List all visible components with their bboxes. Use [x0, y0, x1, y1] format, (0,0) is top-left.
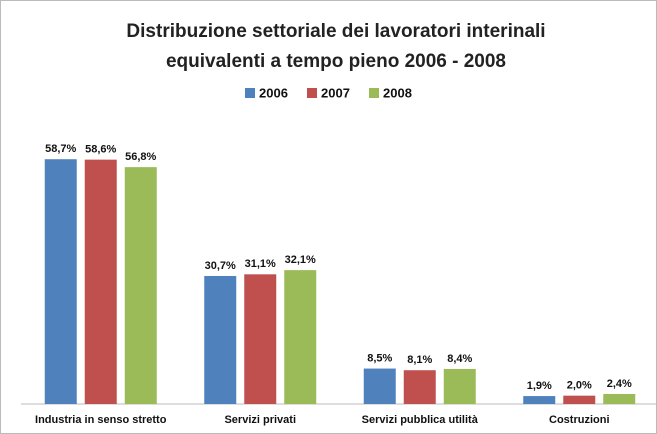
bar	[523, 396, 556, 404]
data-label: 58,6%	[85, 144, 116, 156]
bar	[244, 274, 277, 404]
x-tick-label: Servizi privati	[224, 414, 296, 426]
bar	[603, 393, 636, 404]
data-label: 8,1%	[407, 354, 432, 366]
data-label: 8,5%	[367, 352, 392, 364]
bar	[443, 368, 476, 404]
chart-title: Distribuzione settoriale dei lavoratori …	[126, 21, 546, 72]
x-tick-label: Servizi pubblica utilità	[362, 414, 479, 426]
legend-label: 2007	[321, 85, 350, 100]
data-label: 2,0%	[567, 380, 592, 392]
x-tick-label: Costruzioni	[549, 414, 610, 426]
data-label: 58,7%	[45, 143, 76, 155]
legend-swatch	[245, 88, 255, 98]
bar	[284, 270, 317, 404]
data-label: 31,1%	[245, 258, 276, 270]
legend-swatch	[369, 88, 379, 98]
data-label: 1,9%	[527, 380, 552, 392]
bar	[84, 159, 117, 404]
data-label: 30,7%	[205, 260, 236, 272]
bar	[124, 167, 157, 404]
data-label: 8,4%	[447, 353, 472, 365]
data-label: 32,1%	[285, 254, 316, 266]
bar	[363, 368, 396, 404]
legend-label: 2006	[259, 85, 288, 100]
legend-swatch	[307, 88, 317, 98]
x-tick-label: Industria in senso stretto	[35, 414, 167, 426]
bar	[403, 370, 436, 404]
legend-label: 2008	[383, 85, 412, 100]
data-label: 2,4%	[607, 378, 632, 390]
data-label: 56,8%	[125, 151, 156, 163]
bar	[44, 159, 77, 404]
bar	[204, 275, 237, 404]
bar	[563, 395, 596, 404]
